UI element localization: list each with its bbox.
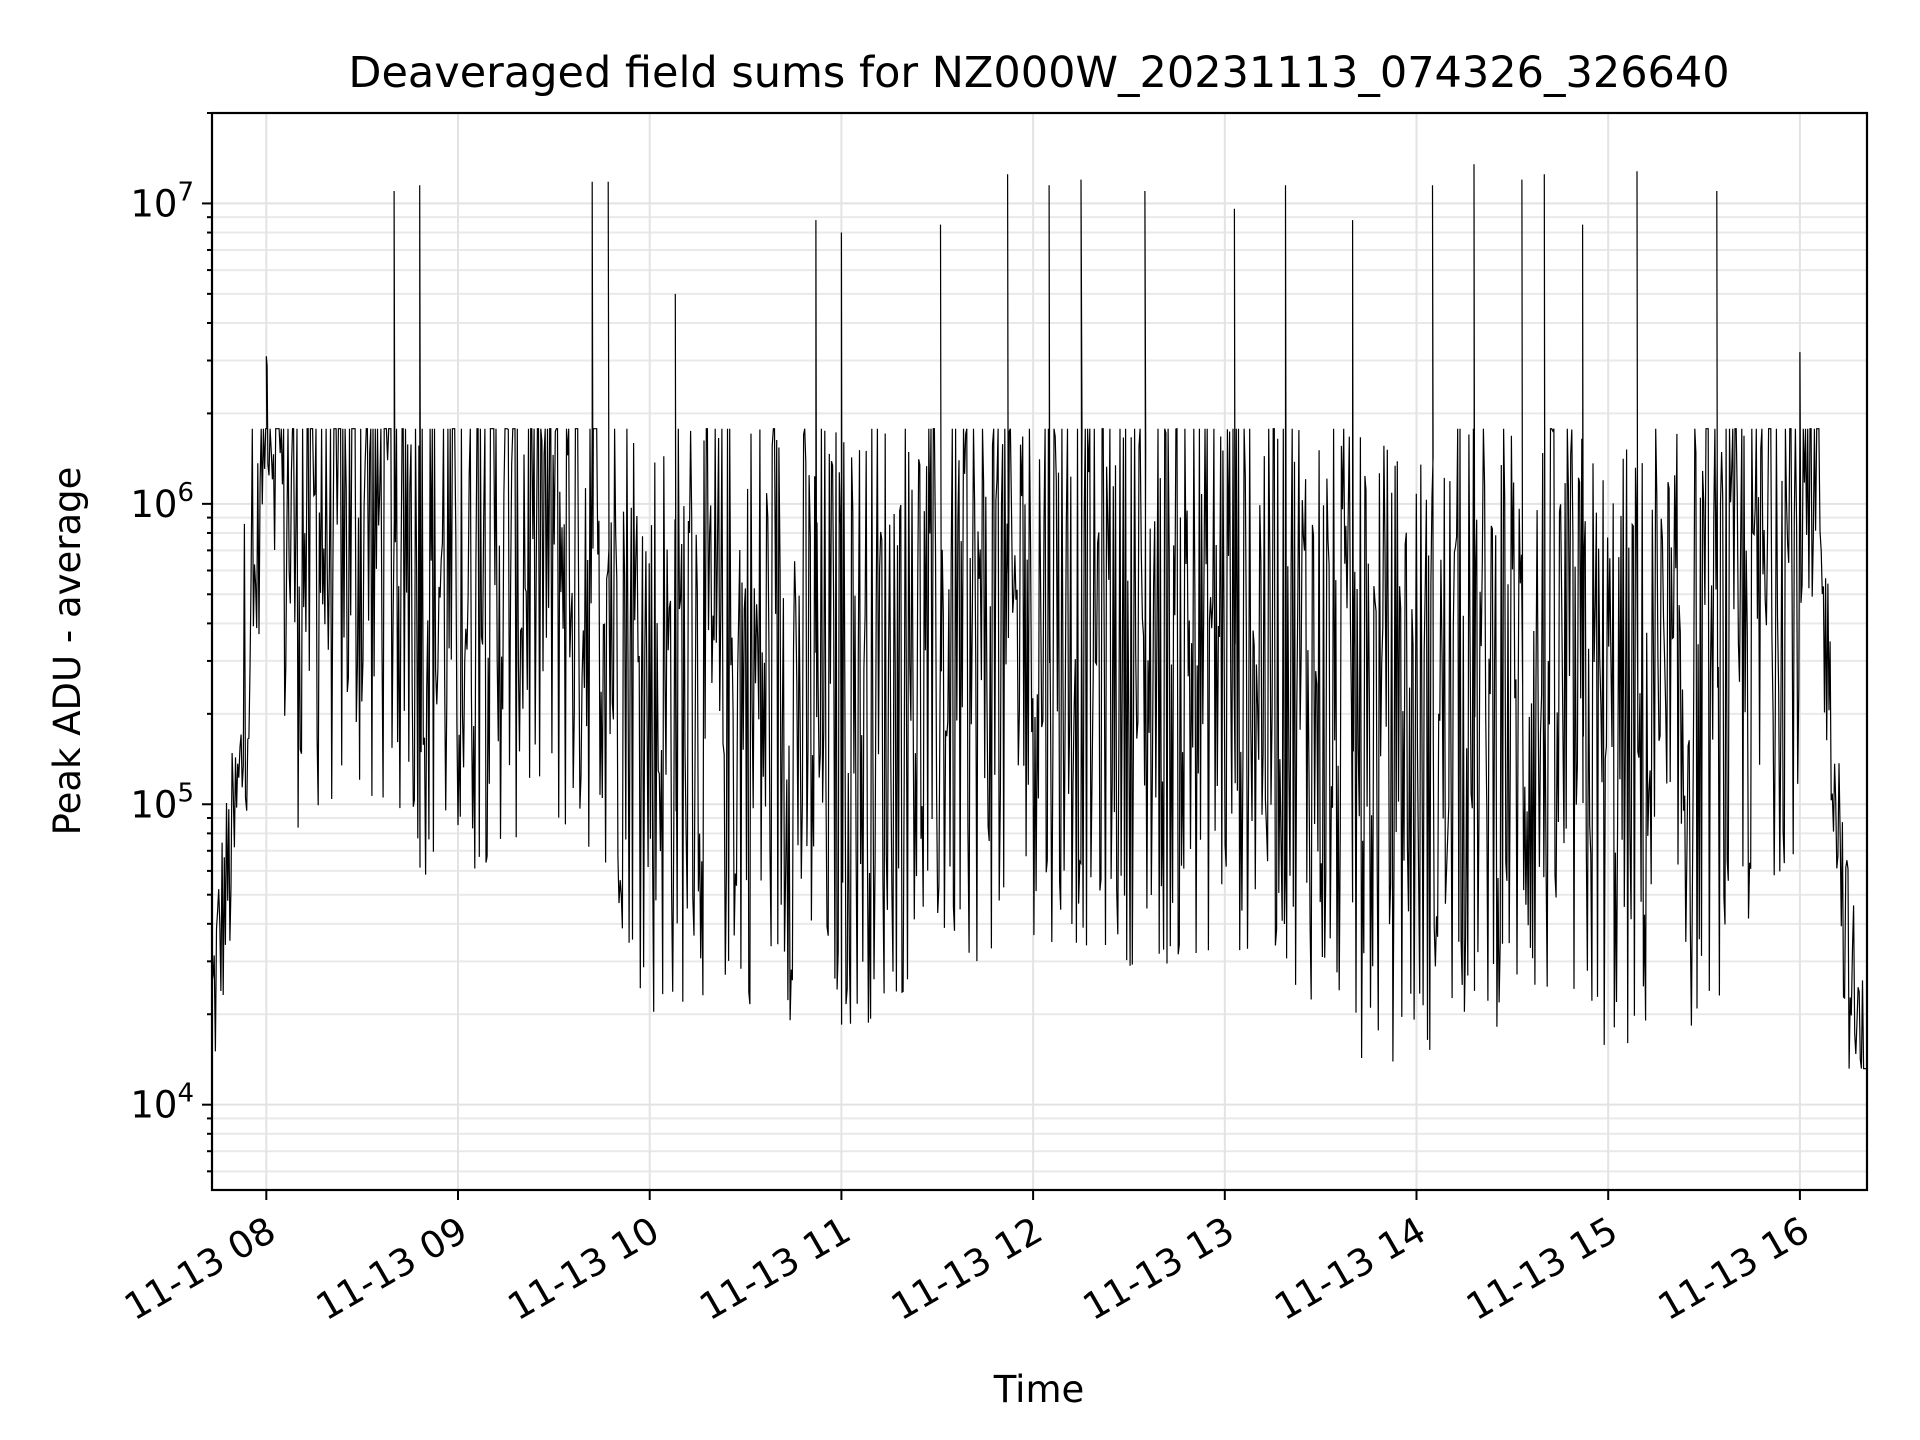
chart-title: Deaveraged field sums for NZ000W_2023111… bbox=[348, 48, 1729, 98]
y-tick-label: 104 bbox=[130, 1079, 194, 1127]
y-tick-label: 105 bbox=[130, 778, 194, 826]
series-line bbox=[212, 164, 1866, 1070]
y-tick-label: 107 bbox=[130, 177, 194, 225]
y-axis: 104 105 106 107 bbox=[130, 112, 212, 1173]
y-tick-label: 106 bbox=[130, 478, 194, 526]
x-axis-label: Time bbox=[993, 1368, 1085, 1411]
grid bbox=[212, 112, 1867, 1190]
y-axis-label: Peak ADU - average bbox=[46, 467, 89, 836]
plot-frame bbox=[210, 111, 1869, 1192]
